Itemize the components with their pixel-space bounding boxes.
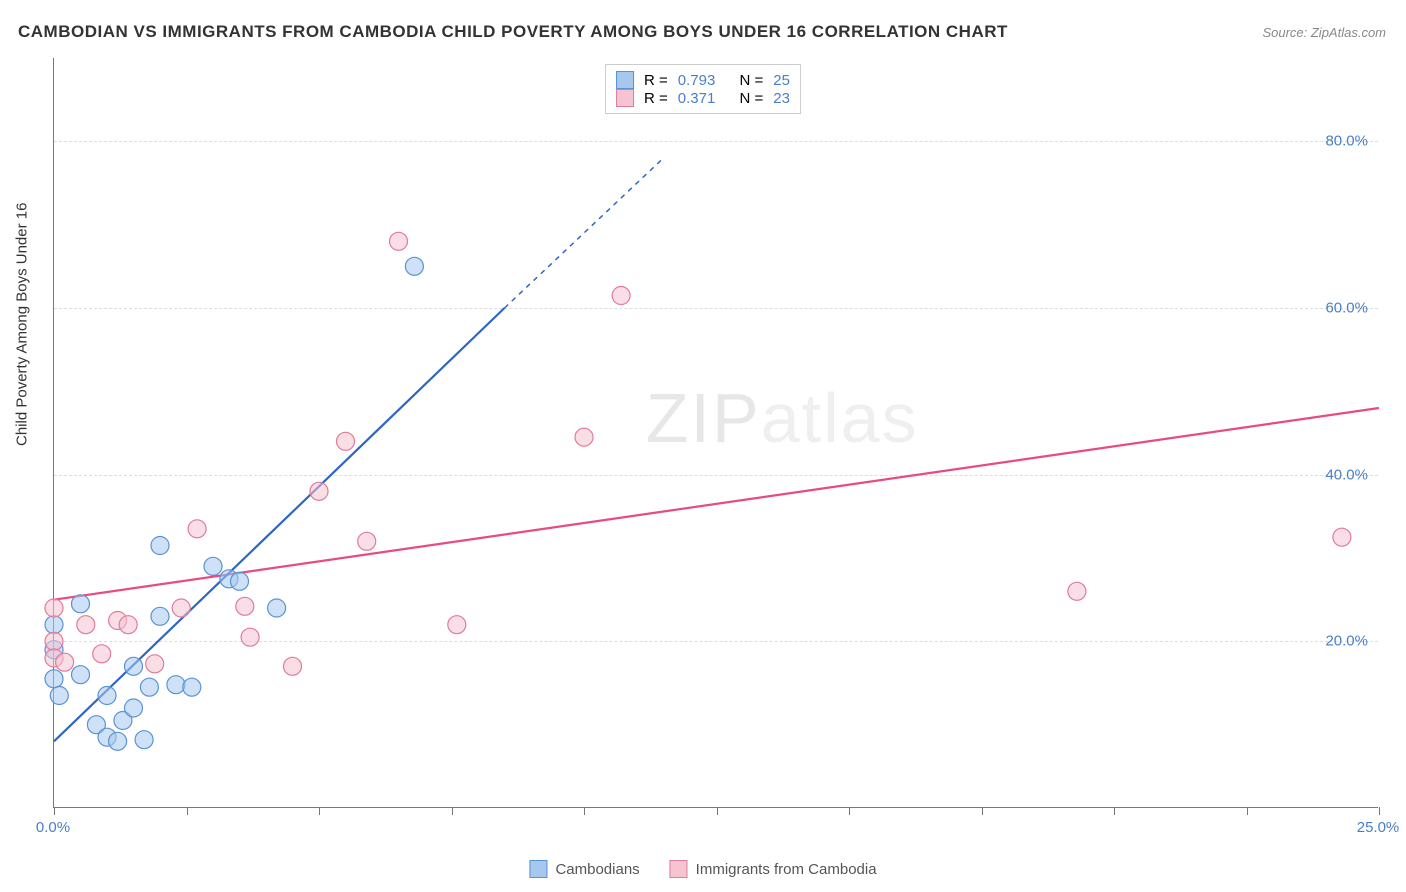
x-tick-label: 0.0% (36, 819, 70, 836)
legend-item-2: Immigrants from Cambodia (670, 860, 877, 878)
legend-label-2: Immigrants from Cambodia (696, 861, 877, 878)
scatter-plot-svg (54, 58, 1378, 807)
data-point (98, 687, 116, 705)
data-point (358, 532, 376, 550)
data-point (236, 597, 254, 615)
x-tick (187, 807, 188, 815)
data-point (146, 655, 164, 673)
x-tick (1379, 807, 1380, 815)
legend-n-value-2: 23 (773, 90, 790, 107)
y-tick-label: 60.0% (1325, 300, 1368, 317)
data-point (119, 616, 137, 634)
data-point (151, 537, 169, 555)
data-point (241, 628, 259, 646)
y-axis-label: Child Poverty Among Boys Under 16 (14, 203, 31, 446)
x-tick (849, 807, 850, 815)
data-point (135, 731, 153, 749)
legend-r-label: R = (644, 90, 668, 107)
correlation-legend: R = 0.793 N = 25 R = 0.371 N = 23 (605, 64, 801, 114)
trend-line (505, 158, 664, 308)
data-point (72, 595, 90, 613)
data-point (183, 678, 201, 696)
x-tick (717, 807, 718, 815)
y-tick-label: 40.0% (1325, 466, 1368, 483)
x-tick (982, 807, 983, 815)
data-point (231, 572, 249, 590)
x-tick (584, 807, 585, 815)
x-tick-label: 25.0% (1357, 819, 1400, 836)
legend-swatch-2 (616, 89, 634, 107)
data-point (268, 599, 286, 617)
data-point (140, 678, 158, 696)
legend-swatch-cambodians (529, 860, 547, 878)
chart-title: CAMBODIAN VS IMMIGRANTS FROM CAMBODIA CH… (18, 22, 1008, 42)
data-point (77, 616, 95, 634)
data-point (93, 645, 111, 663)
chart-container: CAMBODIAN VS IMMIGRANTS FROM CAMBODIA CH… (0, 0, 1406, 892)
data-point (125, 699, 143, 717)
legend-row-series-2: R = 0.371 N = 23 (616, 89, 790, 107)
legend-label-1: Cambodians (555, 861, 639, 878)
data-point (45, 616, 63, 634)
data-point (151, 607, 169, 625)
y-tick-label: 80.0% (1325, 133, 1368, 150)
series-legend: Cambodians Immigrants from Cambodia (529, 860, 876, 878)
x-tick (452, 807, 453, 815)
trend-line (54, 308, 505, 741)
data-point (109, 732, 127, 750)
data-point (284, 657, 302, 675)
x-tick (1247, 807, 1248, 815)
data-point (172, 599, 190, 617)
data-point (188, 520, 206, 538)
data-point (72, 666, 90, 684)
x-tick (319, 807, 320, 815)
source-attribution: Source: ZipAtlas.com (1262, 25, 1386, 40)
data-point (1333, 528, 1351, 546)
data-point (448, 616, 466, 634)
data-point (204, 557, 222, 575)
x-tick (54, 807, 55, 815)
data-point (1068, 582, 1086, 600)
data-point (167, 676, 185, 694)
legend-n-label: N = (740, 90, 764, 107)
x-tick (1114, 807, 1115, 815)
legend-swatch-1 (616, 71, 634, 89)
legend-item-1: Cambodians (529, 860, 639, 878)
legend-n-label: N = (740, 72, 764, 89)
legend-row-series-1: R = 0.793 N = 25 (616, 71, 790, 89)
y-tick-label: 20.0% (1325, 633, 1368, 650)
data-point (50, 687, 68, 705)
data-point (575, 428, 593, 446)
legend-swatch-immigrants (670, 860, 688, 878)
data-point (337, 432, 355, 450)
data-point (310, 482, 328, 500)
data-point (612, 287, 630, 305)
data-point (56, 653, 74, 671)
data-point (45, 670, 63, 688)
legend-n-value-1: 25 (773, 72, 790, 89)
legend-r-value-1: 0.793 (678, 72, 716, 89)
data-point (125, 657, 143, 675)
data-point (405, 257, 423, 275)
legend-r-value-2: 0.371 (678, 90, 716, 107)
data-point (45, 599, 63, 617)
trend-line (54, 408, 1379, 600)
data-point (390, 232, 408, 250)
plot-area: ZIPatlas (53, 58, 1378, 808)
data-point (45, 632, 63, 650)
legend-r-label: R = (644, 72, 668, 89)
